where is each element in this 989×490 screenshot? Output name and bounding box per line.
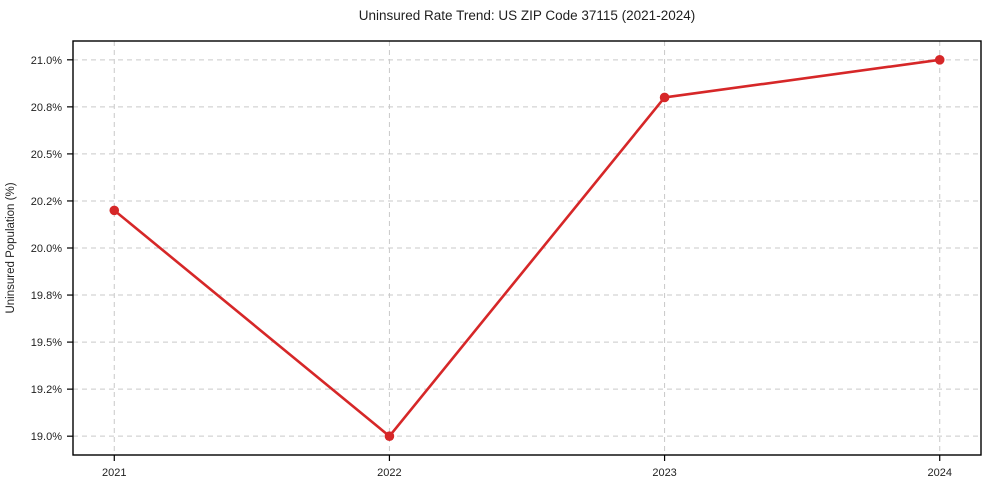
data-point xyxy=(109,205,120,216)
y-tick-label: 19.0% xyxy=(31,431,62,443)
y-tick-label: 20.0% xyxy=(31,243,62,255)
chart-title: Uninsured Rate Trend: US ZIP Code 37115 … xyxy=(359,8,695,23)
x-tick-label: 2022 xyxy=(377,467,401,479)
plot-area: 2021 2022 2023 2024 21.0% 20.8% 20.5% 20.2% 20.0… xyxy=(31,40,982,479)
y-tick-label: 21.0% xyxy=(31,55,62,67)
x-tick-label: 2023 xyxy=(652,467,676,479)
x-tick-label: 2021 xyxy=(102,467,126,479)
y-tick-label: 20.5% xyxy=(31,149,62,161)
data-point xyxy=(659,92,670,103)
trend-line xyxy=(112,58,942,438)
y-tick-label: 19.8% xyxy=(31,290,62,302)
x-tick-label: 2024 xyxy=(927,467,951,479)
y-axis-label: Uninsured Population (%) xyxy=(5,182,17,313)
y-tick-label: 20.8% xyxy=(31,102,62,114)
y-tick-label: 20.2% xyxy=(31,196,62,208)
data-point xyxy=(934,55,945,65)
data-point xyxy=(384,431,395,441)
y-tick-label: 19.5% xyxy=(31,337,62,349)
y-tick-label: 19.2% xyxy=(31,384,62,396)
